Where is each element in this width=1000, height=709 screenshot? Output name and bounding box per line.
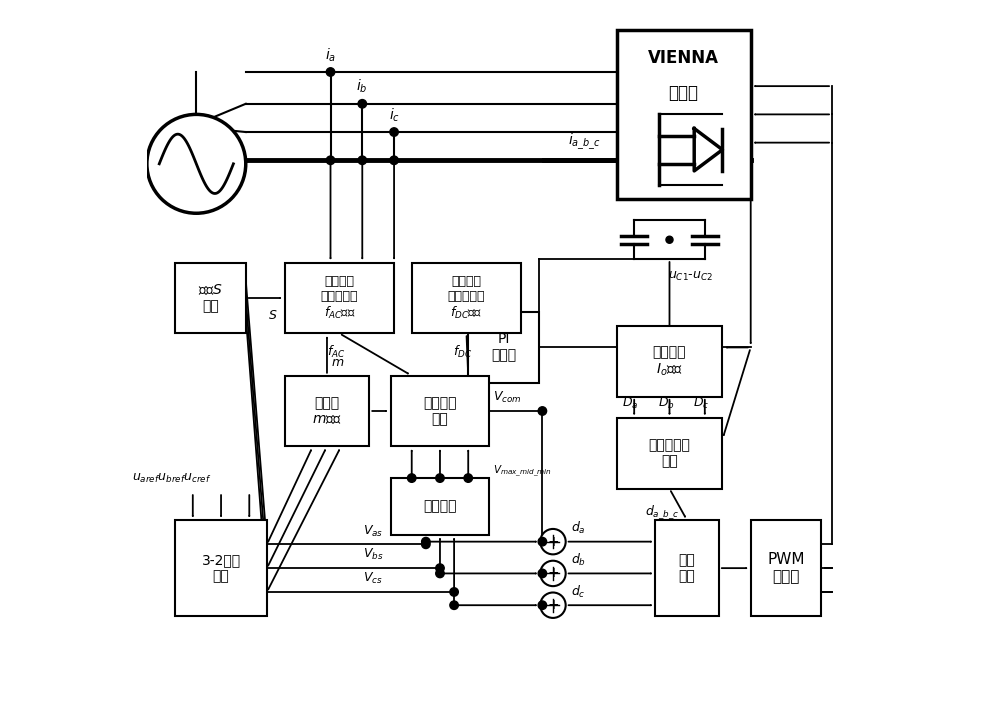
Text: $V_{com}$: $V_{com}$ [493,390,522,406]
Text: $D_c$: $D_c$ [693,396,709,411]
FancyBboxPatch shape [751,520,821,616]
Circle shape [326,156,335,164]
Text: PWM
反修正: PWM 反修正 [767,552,805,584]
Text: +: + [547,598,559,612]
Circle shape [390,156,398,164]
FancyBboxPatch shape [617,418,722,489]
Text: 载波
比较: 载波 比较 [679,553,696,584]
FancyBboxPatch shape [391,376,489,446]
Text: 小区域
$m$判断: 小区域 $m$判断 [312,396,342,426]
Circle shape [326,68,335,77]
FancyBboxPatch shape [617,326,722,397]
Text: 中点电位
交流补偿量
$f_{AC}$计算: 中点电位 交流补偿量 $f_{AC}$计算 [321,275,358,321]
Text: $f_{AC}$: $f_{AC}$ [327,344,345,360]
Text: $V_{cs}$: $V_{cs}$ [363,571,383,586]
Text: 扇区$S$
判断: 扇区$S$ 判断 [198,283,223,313]
FancyBboxPatch shape [617,30,751,199]
Text: 排序函数: 排序函数 [423,499,457,513]
Text: 3-2电平
转换: 3-2电平 转换 [201,553,241,584]
Text: $u_{aref}$$u_{bref}$$u_{cref}$: $u_{aref}$$u_{bref}$$u_{cref}$ [132,472,211,485]
Text: VIENNA: VIENNA [648,49,719,67]
Circle shape [538,537,547,546]
Circle shape [538,569,547,578]
Text: $u_{C1}$-$u_{C2}$: $u_{C1}$-$u_{C2}$ [668,270,713,284]
Circle shape [407,474,416,482]
Text: $d_a$: $d_a$ [571,520,585,536]
Circle shape [147,114,246,213]
FancyBboxPatch shape [391,478,489,535]
Circle shape [538,407,547,415]
Circle shape [436,569,444,578]
Circle shape [390,128,398,136]
FancyBboxPatch shape [285,376,369,446]
Text: $D_b$: $D_b$ [658,396,674,411]
Circle shape [422,540,430,549]
FancyBboxPatch shape [655,520,719,616]
Text: $V_{bs}$: $V_{bs}$ [363,547,383,562]
Text: $d_b$: $d_b$ [571,552,586,568]
Text: $f_{DC}$: $f_{DC}$ [453,344,473,360]
Text: 中点电流
$I_o$计算: 中点电流 $I_o$计算 [653,345,686,378]
Circle shape [358,156,367,164]
Circle shape [436,474,444,482]
Circle shape [450,601,458,610]
Text: $V_{max\_mid\_min}$: $V_{max\_mid\_min}$ [493,464,552,479]
FancyBboxPatch shape [175,263,246,333]
Circle shape [540,561,566,586]
Text: $i_c$: $i_c$ [389,106,400,123]
Circle shape [538,601,547,610]
Text: $d_c$: $d_c$ [571,584,585,600]
Text: $i_a$: $i_a$ [325,46,336,64]
FancyBboxPatch shape [468,312,539,383]
Text: 共模分量
计算: 共模分量 计算 [423,396,457,426]
Text: $i_{a\_b\_c}$: $i_{a\_b\_c}$ [568,131,601,152]
Circle shape [666,236,673,243]
Text: $D_a$: $D_a$ [622,396,639,411]
Text: $S$: $S$ [268,309,278,322]
Text: PI
控制器: PI 控制器 [491,333,516,362]
Circle shape [450,588,458,596]
Circle shape [464,474,472,482]
Text: $d_{a\_b\_c}$: $d_{a\_b\_c}$ [645,503,680,520]
Circle shape [540,529,566,554]
Text: +: + [547,535,559,549]
Circle shape [422,537,430,546]
FancyBboxPatch shape [412,263,521,333]
Text: $m$: $m$ [331,356,344,369]
Text: +: + [547,566,559,581]
Text: 实际占空比
计算: 实际占空比 计算 [649,438,690,469]
Text: 中点电位
直流补偿量
$f_{DC}$计算: 中点电位 直流补偿量 $f_{DC}$计算 [448,275,485,321]
FancyBboxPatch shape [285,263,394,333]
Circle shape [540,593,566,618]
FancyBboxPatch shape [175,520,267,616]
Text: $V_{as}$: $V_{as}$ [363,523,383,539]
Circle shape [358,99,367,108]
Circle shape [436,564,444,572]
Text: $i_b$: $i_b$ [356,78,368,95]
Text: 整流器: 整流器 [669,84,699,102]
